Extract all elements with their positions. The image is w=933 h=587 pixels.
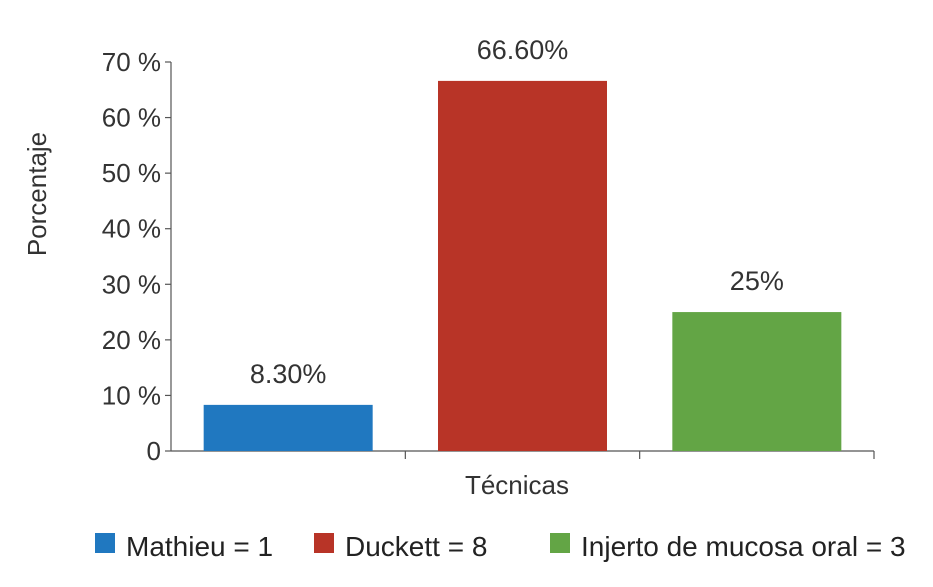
y-tick-label: 40 % [102, 214, 161, 244]
y-tick-label: 10 % [102, 380, 161, 410]
y-tick-label: 0 [147, 436, 161, 466]
x-axis-title: Técnicas [465, 470, 569, 500]
data-labels: 8.30% 66.60% 25% [250, 35, 784, 389]
bar-data-label: 25% [730, 266, 784, 296]
y-tick-label: 50 % [102, 158, 161, 188]
bar [672, 312, 842, 451]
legend-swatch [314, 533, 334, 553]
bar [438, 80, 607, 451]
legend: Mathieu = 1 Duckett = 8 Injerto de mucosa … [95, 531, 906, 562]
bar-data-label: 8.30% [250, 359, 327, 389]
y-tick-label: 30 % [102, 269, 161, 299]
legend-swatch [95, 533, 115, 553]
y-axis-title: Porcentaje [22, 132, 52, 256]
x-axis [171, 450, 875, 459]
y-tick-label: 60 % [102, 103, 161, 133]
legend-entry-label: Injerto de mucosa oral = 3 [581, 531, 906, 562]
y-tick-label: 70 % [102, 47, 161, 77]
legend-entry-label: Mathieu = 1 [126, 531, 273, 562]
bar [203, 404, 373, 451]
legend-swatch [550, 533, 570, 553]
bars [203, 80, 842, 451]
legend-entry-label: Duckett = 8 [345, 531, 487, 562]
bar-data-label: 66.60% [477, 35, 569, 65]
y-tick-label: 20 % [102, 325, 161, 355]
y-axis: 0 10 % 20 % 30 % 40 % 50 % 60 % 70 % [102, 47, 172, 466]
